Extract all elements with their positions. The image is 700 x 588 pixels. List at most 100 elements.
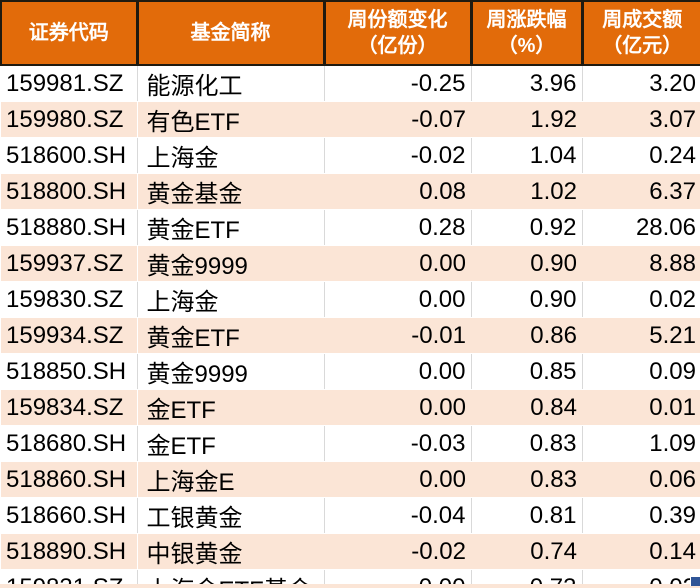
table-row: 159834.SZ 金ETF 0.00 0.84 0.01 — [1, 389, 700, 426]
cell-pct-change: 0.84 — [471, 389, 582, 426]
cell-name: 黄金基金 — [137, 173, 324, 210]
cell-turnover: 3.20 — [582, 65, 700, 102]
col-header-label: 证券代码 — [28, 22, 109, 44]
col-header-label: 基金简称 — [190, 22, 271, 44]
table-row: 518660.SH 工银黄金 -0.04 0.81 0.39 — [1, 497, 700, 534]
cell-pct-change: 0.90 — [471, 245, 582, 282]
cell-turnover: 0.39 — [582, 497, 700, 534]
cell-pct-change: 0.90 — [471, 281, 583, 318]
table-row: 518860.SH 上海金E 0.00 0.83 0.06 — [1, 461, 700, 498]
cell-pct-change: 3.96 — [471, 65, 583, 102]
cell-pct-change: 0.74 — [471, 533, 582, 570]
cell-pct-change: 0.83 — [471, 425, 583, 462]
cell-turnover: 0.09 — [582, 353, 700, 390]
cell-share-change: 0.00 — [324, 461, 471, 498]
cell-share-change: 0.28 — [324, 209, 472, 246]
cell-share-change: -0.02 — [324, 137, 472, 174]
table-row: 518880.SH 黄金ETF 0.28 0.92 28.06 — [1, 209, 700, 246]
table-row: 518680.SH 金ETF -0.03 0.83 1.09 — [1, 425, 700, 462]
cell-code: 518890.SH — [1, 533, 138, 570]
col-header-unit: （%） — [497, 35, 556, 57]
table-row: 159981.SZ 能源化工 -0.25 3.96 3.20 — [1, 65, 700, 102]
cell-share-change: -0.01 — [324, 317, 471, 354]
cell-name: 金ETF — [137, 389, 324, 426]
cell-turnover: 0.01 — [582, 389, 700, 426]
selection-fill-handle[interactable] — [690, 576, 700, 586]
cell-turnover: 0.14 — [582, 533, 700, 570]
cell-pct-change: 0.81 — [471, 497, 583, 534]
cell-share-change: 0.00 — [324, 569, 472, 588]
cell-name: 黄金9999 — [137, 353, 325, 390]
cell-name: 中银黄金 — [137, 533, 324, 570]
table-body: 159981.SZ 能源化工 -0.25 3.96 3.20 159980.SZ… — [1, 65, 700, 588]
col-header-label: 周份额变化 — [347, 9, 448, 31]
cell-name: 上海金 — [137, 281, 325, 318]
cell-share-change: 0.00 — [324, 245, 471, 282]
col-header-pct-change: 周涨跌幅 （%） — [471, 0, 584, 66]
cell-share-change: -0.07 — [324, 101, 471, 138]
cell-pct-change: 0.85 — [471, 353, 583, 390]
col-header-unit: （亿元） — [602, 35, 683, 57]
cell-pct-change: 0.73 — [471, 569, 583, 588]
cell-share-change: -0.25 — [324, 65, 472, 102]
cell-share-change: -0.04 — [324, 497, 472, 534]
cell-share-change: -0.02 — [324, 533, 471, 570]
col-header-turnover: 周成交额 （亿元） — [582, 0, 700, 66]
cell-turnover: 3.07 — [582, 101, 700, 138]
col-header-code: 证券代码 — [0, 0, 139, 66]
cell-name: 工银黄金 — [137, 497, 325, 534]
cell-pct-change: 1.04 — [471, 137, 583, 174]
cell-code: 518660.SH — [1, 497, 138, 534]
cell-turnover: 0.06 — [582, 461, 700, 498]
table-row: 518800.SH 黄金基金 0.08 1.02 6.37 — [1, 173, 700, 210]
table-row: 159937.SZ 黄金9999 0.00 0.90 8.88 — [1, 245, 700, 282]
cell-code: 159830.SZ — [1, 281, 138, 318]
cell-turnover: 0.24 — [582, 137, 700, 174]
cell-name: 上海金ETF基金 — [137, 569, 325, 588]
cell-name: 上海金 — [137, 137, 325, 174]
header-row: 证券代码 基金简称 周份额变化 （亿份） 周涨跌幅 （%） 周成交额 （亿元） — [0, 0, 700, 66]
cell-turnover: 0.02 — [582, 281, 700, 318]
cell-turnover: 6.37 — [582, 173, 700, 210]
cell-name: 黄金ETF — [137, 317, 324, 354]
cell-code: 159934.SZ — [1, 317, 138, 354]
cell-pct-change: 0.92 — [471, 209, 583, 246]
cell-turnover: 1.09 — [582, 425, 700, 462]
cell-turnover: 8.88 — [582, 245, 700, 282]
cell-pct-change: 0.86 — [471, 317, 582, 354]
cell-turnover: 5.21 — [582, 317, 700, 354]
table-row: 518600.SH 上海金 -0.02 1.04 0.24 — [1, 137, 700, 174]
cell-share-change: 0.00 — [324, 353, 472, 390]
cell-name: 黄金9999 — [137, 245, 324, 282]
cell-share-change: 0.08 — [324, 173, 471, 210]
cell-code: 159981.SZ — [1, 65, 138, 102]
cell-name: 能源化工 — [137, 65, 325, 102]
partial-next-row — [0, 584, 700, 588]
col-header-label: 周涨跌幅 — [486, 9, 567, 31]
cell-code: 518880.SH — [1, 209, 138, 246]
table-row: 159934.SZ 黄金ETF -0.01 0.86 5.21 — [1, 317, 700, 354]
cell-code: 518800.SH — [1, 173, 138, 210]
cell-share-change: 0.00 — [324, 389, 471, 426]
cell-turnover: 28.06 — [582, 209, 700, 246]
cell-code: 518860.SH — [1, 461, 138, 498]
cell-code: 518850.SH — [1, 353, 138, 390]
col-header-share-change: 周份额变化 （亿份） — [324, 0, 473, 66]
cell-code: 518680.SH — [1, 425, 138, 462]
cell-name: 上海金E — [137, 461, 324, 498]
cell-name: 有色ETF — [137, 101, 324, 138]
col-header-label: 周成交额 — [602, 9, 683, 31]
col-header-name: 基金简称 — [137, 0, 326, 66]
table-row: 518850.SH 黄金9999 0.00 0.85 0.09 — [1, 353, 700, 390]
cell-share-change: -0.03 — [324, 425, 472, 462]
cell-code: 518600.SH — [1, 137, 138, 174]
cell-pct-change: 1.92 — [471, 101, 582, 138]
table-header: 证券代码 基金简称 周份额变化 （亿份） 周涨跌幅 （%） 周成交额 （亿元） — [0, 0, 700, 66]
cell-name: 黄金ETF — [137, 209, 325, 246]
table-row: 159980.SZ 有色ETF -0.07 1.92 3.07 — [1, 101, 700, 138]
cell-code: 159937.SZ — [1, 245, 138, 282]
table-row: 518890.SH 中银黄金 -0.02 0.74 0.14 — [1, 533, 700, 570]
cell-code: 159834.SZ — [1, 389, 138, 426]
